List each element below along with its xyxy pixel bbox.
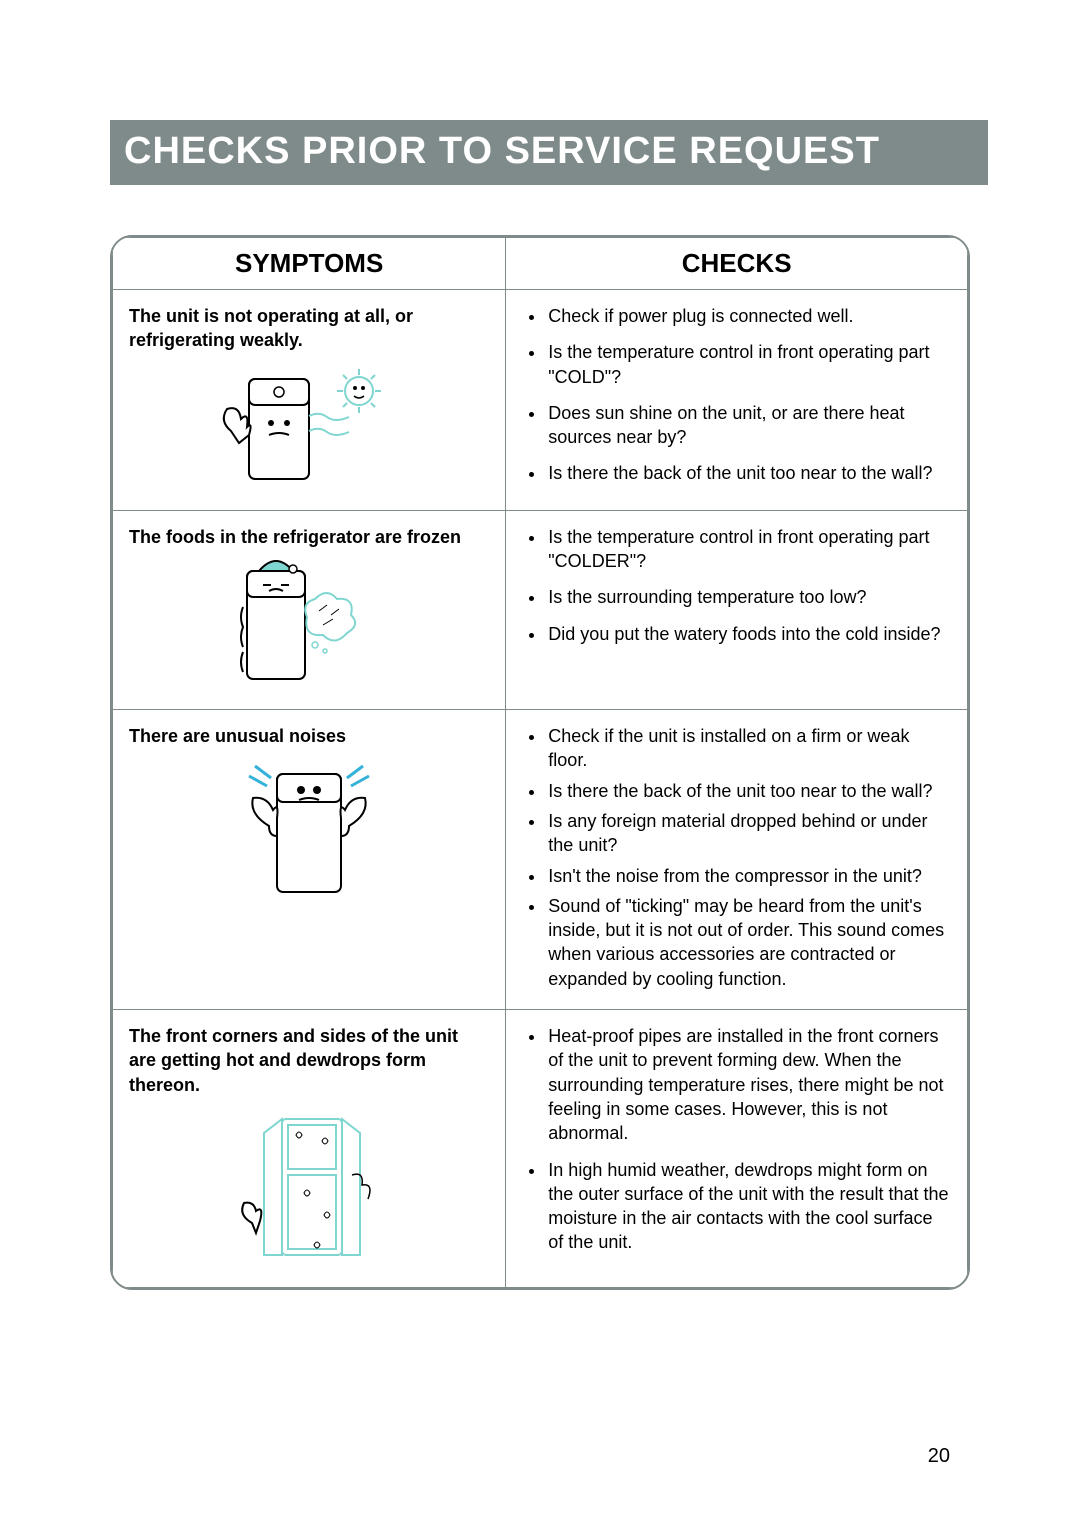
check-item: Is the temperature control in front oper… <box>546 340 951 389</box>
check-item: Sound of "ticking" may be heard from the… <box>546 894 951 991</box>
checks-cell: Is the temperature control in front oper… <box>506 510 968 709</box>
symptom-title: The foods in the refrigerator are frozen <box>129 525 489 549</box>
symptom-cell: The front corners and sides of the unit … <box>113 1010 506 1288</box>
checks-cell: Check if power plug is connected well. I… <box>506 290 968 511</box>
check-item: Did you put the watery foods into the co… <box>546 622 951 646</box>
check-item: Check if the unit is installed on a firm… <box>546 724 951 773</box>
check-item: Check if power plug is connected well. <box>546 304 951 328</box>
illus-weak-cooling <box>129 361 489 496</box>
page-number: 20 <box>928 1445 950 1468</box>
checks-cell: Heat-proof pipes are installed in the fr… <box>506 1010 968 1288</box>
manual-page: CHECKS PRIOR TO SERVICE REQUEST SYMPTOMS… <box>0 0 1080 1528</box>
page-title-banner: CHECKS PRIOR TO SERVICE REQUEST <box>110 120 988 185</box>
check-item: Does sun shine on the unit, or are there… <box>546 401 951 450</box>
check-item: Is there the back of the unit too near t… <box>546 779 951 803</box>
check-item: Is the temperature control in front oper… <box>546 525 951 574</box>
symptom-cell: There are unusual noises <box>113 710 506 1010</box>
table-row: There are unusual noises <box>113 710 968 1010</box>
check-item: Is there the back of the unit too near t… <box>546 461 951 485</box>
check-item: Isn't the noise from the compressor in t… <box>546 864 951 888</box>
symptom-title: The unit is not operating at all, or ref… <box>129 304 489 353</box>
illus-noise <box>129 756 489 911</box>
symptom-title: There are unusual noises <box>129 724 489 748</box>
check-item: Is the surrounding temperature too low? <box>546 585 951 609</box>
symptom-cell: The unit is not operating at all, or ref… <box>113 290 506 511</box>
troubleshooting-table-wrap: SYMPTOMS CHECKS The unit is not operatin… <box>110 235 970 1290</box>
table-row: The foods in the refrigerator are frozen <box>113 510 968 709</box>
check-item: In high humid weather, dewdrops might fo… <box>546 1158 951 1255</box>
checks-cell: Check if the unit is installed on a firm… <box>506 710 968 1010</box>
illus-dewdrops <box>129 1105 489 1275</box>
table-row: The front corners and sides of the unit … <box>113 1010 968 1288</box>
check-item: Heat-proof pipes are installed in the fr… <box>546 1024 951 1145</box>
illus-frozen-food <box>129 557 489 697</box>
check-item: Is any foreign material dropped behind o… <box>546 809 951 858</box>
table-row: The unit is not operating at all, or ref… <box>113 290 968 511</box>
col-header-symptoms: SYMPTOMS <box>113 238 506 290</box>
symptom-cell: The foods in the refrigerator are frozen <box>113 510 506 709</box>
troubleshooting-table: SYMPTOMS CHECKS The unit is not operatin… <box>112 237 968 1288</box>
symptom-title: The front corners and sides of the unit … <box>129 1024 489 1097</box>
col-header-checks: CHECKS <box>506 238 968 290</box>
